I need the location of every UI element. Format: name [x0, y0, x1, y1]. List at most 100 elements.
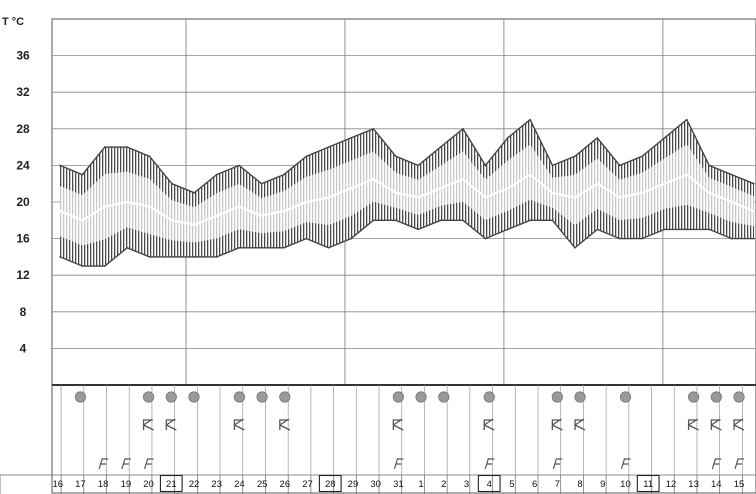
data-point [372, 219, 375, 222]
cloud-dot-icon [279, 391, 291, 403]
data-point [618, 164, 621, 167]
data-point [462, 128, 464, 130]
x-tick-label: 2 [441, 479, 446, 490]
data-point [708, 228, 711, 231]
wind-icon [552, 458, 563, 470]
cloud-dot-icon [574, 391, 586, 403]
x-tick-label: 4 [487, 479, 492, 490]
data-point [663, 137, 666, 139]
data-point [395, 155, 397, 158]
data-point [283, 246, 285, 249]
data-point [753, 237, 755, 240]
cloud-dot-icon [710, 391, 722, 403]
rain-icon [483, 418, 495, 431]
data-point [81, 173, 84, 176]
wind-icon [121, 458, 131, 470]
data-point [551, 219, 554, 222]
data-point [753, 210, 755, 212]
y-tick-label: 28 [16, 122, 30, 136]
x-tick-label: 22 [189, 479, 200, 490]
wind-icon [734, 458, 745, 470]
x-tick-label: 19 [121, 479, 132, 490]
data-point [663, 182, 666, 185]
data-point [148, 155, 151, 158]
data-point [238, 164, 240, 167]
x-tick-label: 14 [711, 479, 722, 490]
data-point [350, 187, 352, 190]
x-tick-label: 12 [666, 479, 677, 490]
data-point [663, 228, 666, 231]
day-strip: 16 17 18 19 20 21 22 23 24 25 26 27 28 29 30 31 1 2 3 4 5 6 7 8… [0, 384, 756, 494]
data-point [551, 164, 554, 167]
x-tick-label: 29 [348, 479, 359, 490]
data-point [59, 164, 61, 167]
wind-icon [143, 458, 154, 470]
cloud-dot-icon [142, 391, 155, 403]
cloud-dot-icon [233, 391, 246, 403]
data-point [103, 146, 106, 148]
data-point [574, 155, 576, 158]
wind-icon [484, 458, 495, 470]
x-tick-label: 30 [370, 479, 381, 490]
data-point [148, 256, 151, 258]
week-start-box [636, 474, 660, 493]
data-point [327, 196, 330, 199]
data-point [59, 210, 61, 212]
data-point [551, 192, 554, 194]
data-point [372, 178, 375, 180]
data-point [81, 265, 84, 267]
cloud-dot-icon [619, 391, 632, 403]
data-point [260, 246, 263, 249]
data-point [641, 237, 643, 240]
data-point [529, 118, 531, 121]
data-point [439, 219, 442, 222]
data-point [641, 155, 643, 158]
cloud-dot-icon [256, 391, 268, 403]
data-point [708, 192, 711, 194]
data-point [462, 219, 464, 222]
x-tick-label: 15 [734, 479, 745, 490]
rain-icon [279, 418, 291, 431]
x-tick-label: 6 [532, 479, 537, 490]
week-start-box [477, 474, 501, 493]
y-axis-label: T °C [2, 16, 24, 28]
data-point [730, 173, 733, 176]
x-tick-label: 3 [464, 479, 469, 490]
cloud-dot-icon [438, 391, 450, 403]
data-point [730, 201, 733, 203]
y-tick-label: 20 [16, 195, 30, 209]
rain-icon [392, 418, 404, 431]
rain-icon [687, 418, 699, 431]
data-point [59, 256, 61, 258]
x-tick-label: 8 [577, 479, 582, 490]
x-tick-label: 5 [509, 479, 514, 490]
x-tick-label: 16 [52, 479, 63, 490]
cloud-dot-icon [74, 391, 87, 403]
data-point [484, 164, 487, 167]
week-start-box [159, 474, 183, 493]
data-point [506, 137, 509, 139]
data-point [484, 237, 487, 240]
data-point [506, 228, 509, 231]
cloud-dot-icon [392, 391, 404, 403]
data-point [529, 219, 531, 222]
data-point [283, 173, 285, 176]
data-point [596, 228, 599, 231]
x-tick-label: 24 [234, 479, 245, 490]
y-tick-label: 12 [16, 268, 30, 282]
x-tick-label: 10 [620, 479, 631, 490]
day-strip-frame [51, 384, 756, 494]
rain-icon [551, 418, 563, 431]
data-point [81, 219, 84, 222]
data-point [171, 219, 173, 222]
data-point [618, 196, 621, 199]
data-point [171, 182, 173, 185]
band-inner-lower [60, 174, 754, 246]
data-point [126, 201, 128, 203]
cloud-dot-icon [188, 391, 200, 403]
x-tick-label: 9 [600, 479, 605, 490]
data-point [753, 182, 755, 185]
x-tick-label: 18 [98, 479, 109, 490]
wind-icon [711, 458, 722, 470]
data-point [215, 214, 218, 217]
